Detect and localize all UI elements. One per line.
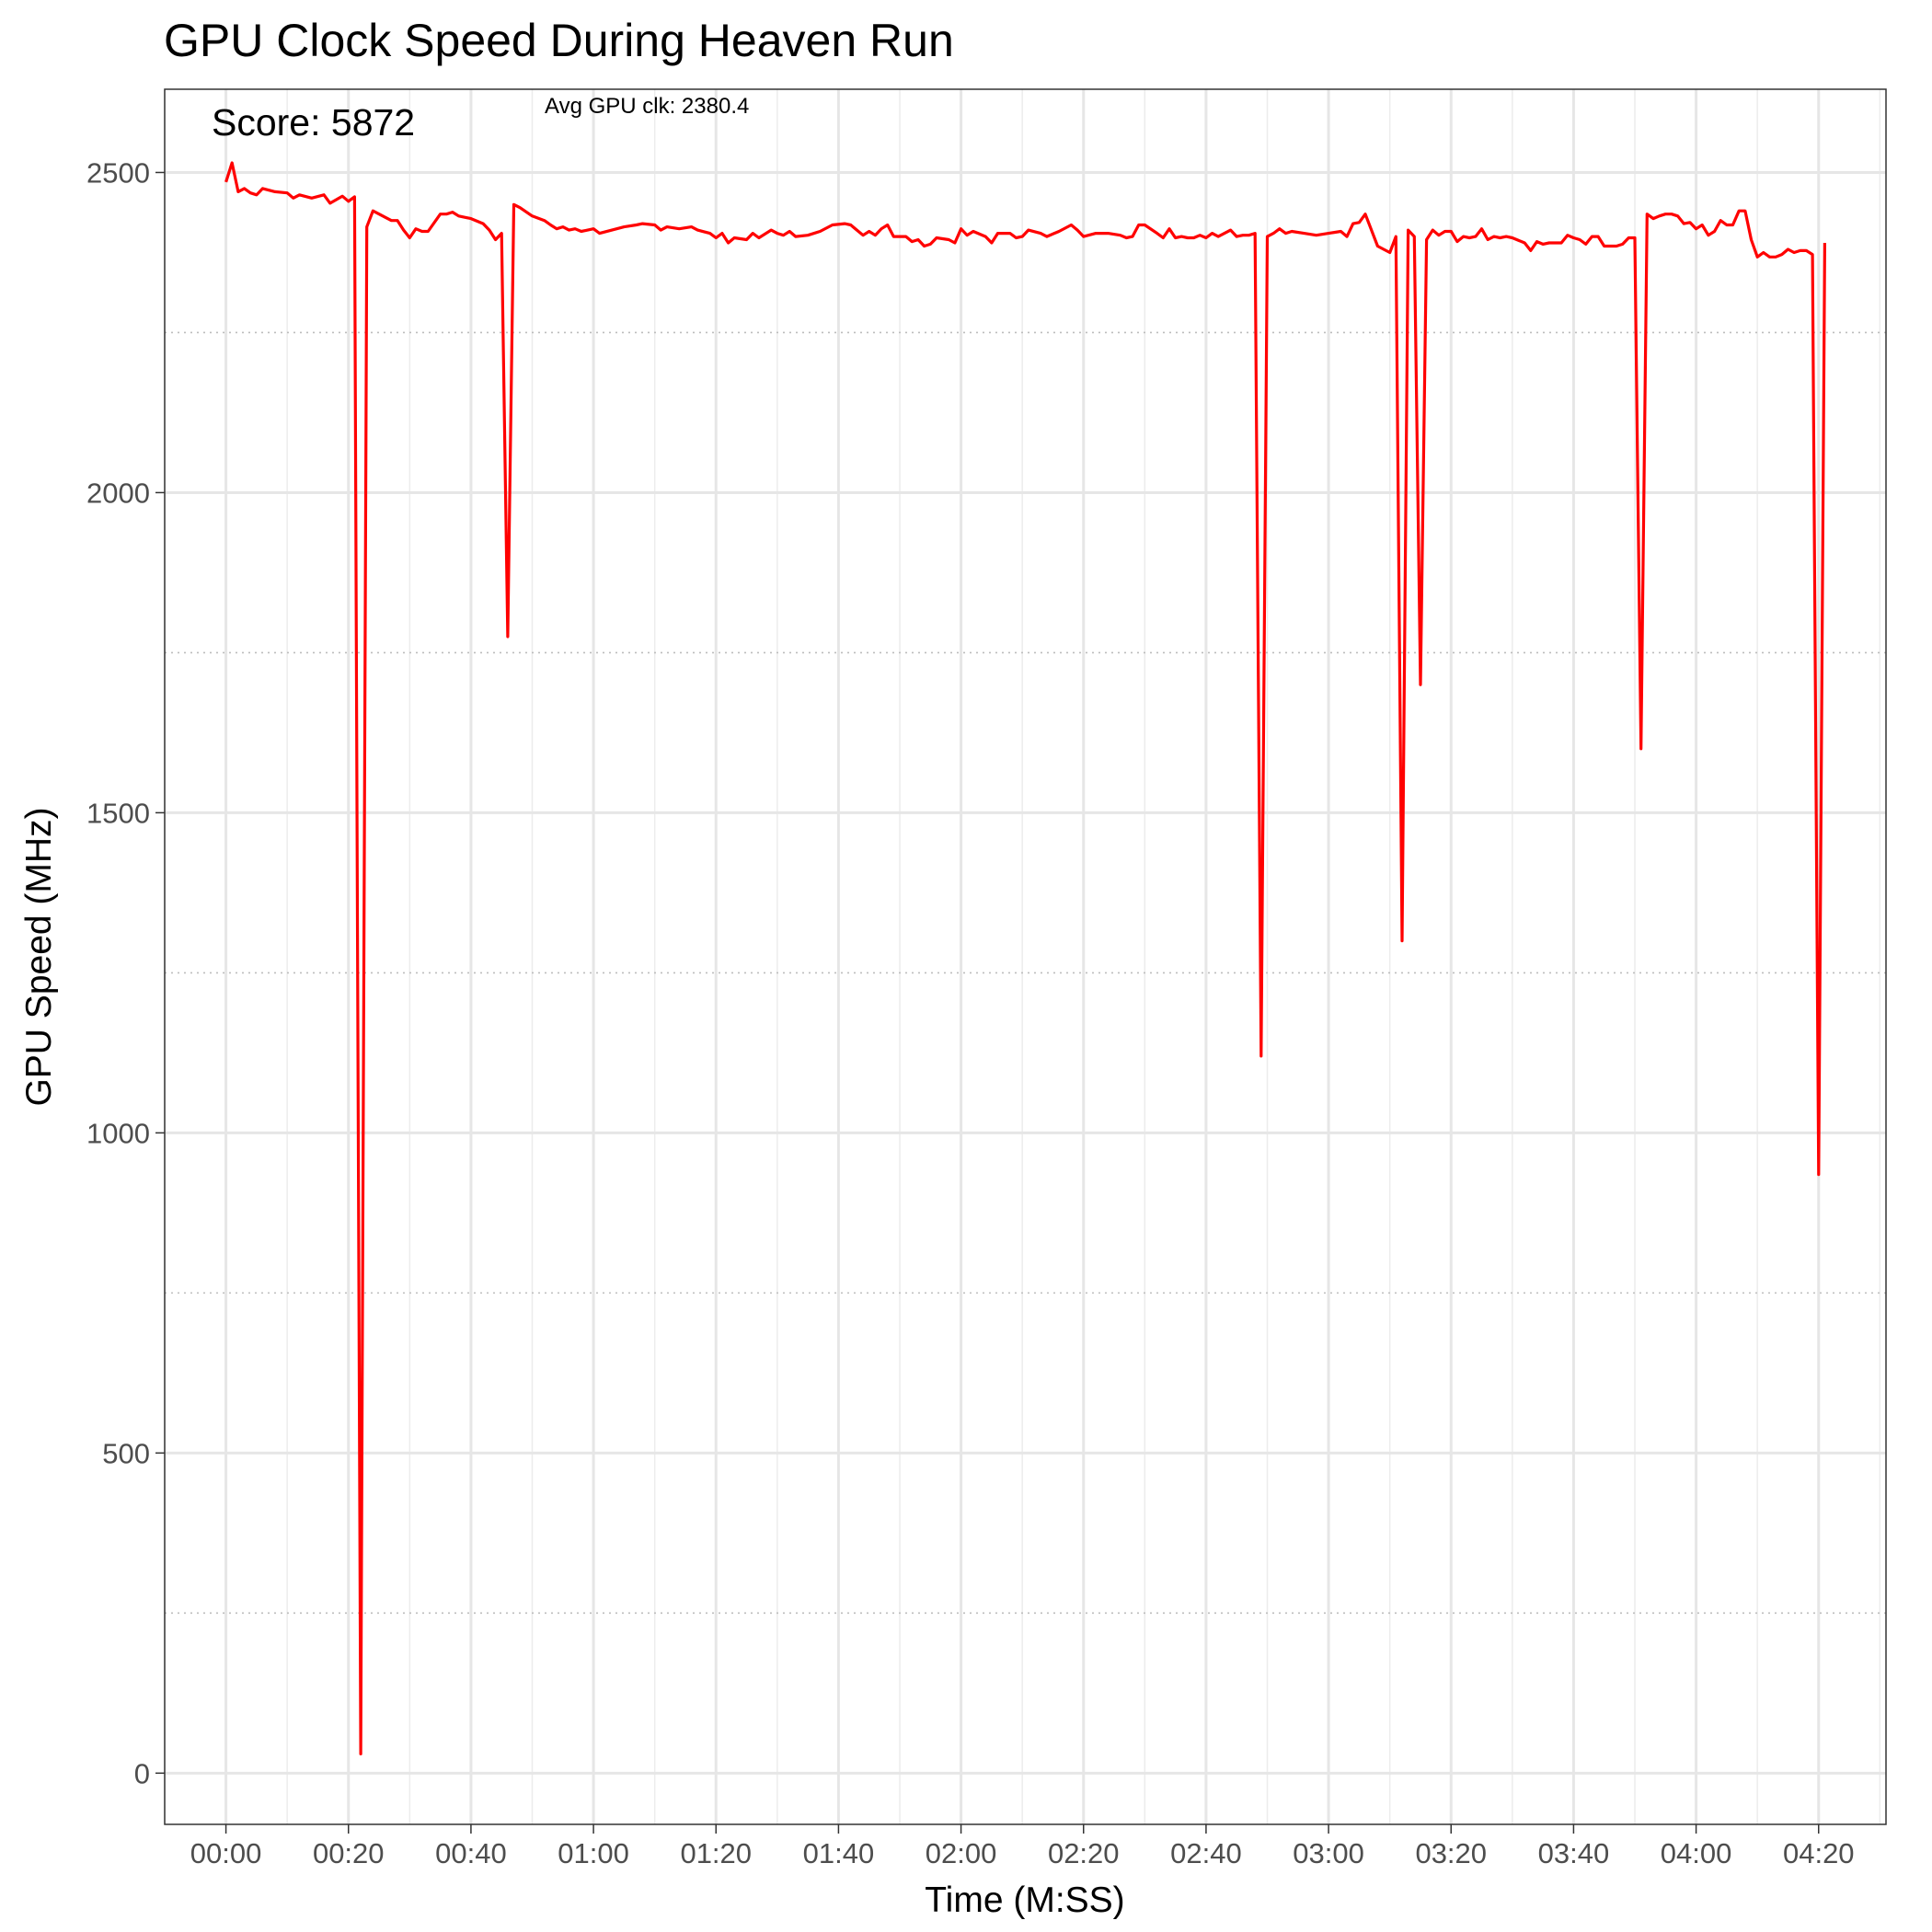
- x-tick-label: 01:20: [680, 1837, 752, 1869]
- grid-major-horizontal: [165, 170, 1886, 1775]
- plot-background: [165, 89, 1886, 1824]
- x-tick-label: 01:40: [803, 1837, 875, 1869]
- score-annotation: Score: 5872: [212, 101, 415, 144]
- x-axis-title: Time (M:SS): [925, 1880, 1124, 1920]
- y-tick-label: 2000: [86, 477, 150, 509]
- x-tick-label: 04:20: [1783, 1837, 1855, 1869]
- y-tick-label: 0: [134, 1757, 150, 1789]
- x-tick-label: 02:40: [1170, 1837, 1242, 1869]
- x-tick-label: 01:00: [558, 1837, 629, 1869]
- series-line: [224, 161, 1826, 1756]
- avg-gpu-annotation: Avg GPU clk: 2380.4: [545, 94, 749, 119]
- y-tick-label: 1000: [86, 1117, 150, 1149]
- y-tick-label: 500: [102, 1437, 150, 1469]
- x-tick-label: 04:00: [1661, 1837, 1732, 1869]
- grid-minor-vertical: [164, 89, 1881, 1824]
- x-tick-label: 03:40: [1538, 1837, 1610, 1869]
- x-tick-label: 00:20: [313, 1837, 385, 1869]
- y-tick-label: 1500: [86, 797, 150, 829]
- x-tick-label: 03:00: [1293, 1837, 1364, 1869]
- x-tick-label: 02:20: [1048, 1837, 1120, 1869]
- plot-panel: Score: 5872 Avg GPU clk: 2380.4: [164, 88, 1887, 1825]
- y-axis-title: GPU Speed (MHz): [19, 807, 59, 1106]
- plot-border: [164, 88, 1887, 1825]
- y-tick-label: 2500: [86, 156, 150, 189]
- grid-major-vertical: [224, 89, 1821, 1824]
- x-tick-label: 02:00: [926, 1837, 997, 1869]
- x-tick-label: 00:40: [435, 1837, 507, 1869]
- x-tick-label: 00:00: [190, 1837, 262, 1869]
- y-axis: 0 500 1000 1500 2000 2500: [86, 156, 165, 1789]
- chart-title: GPU Clock Speed During Heaven Run: [164, 15, 954, 66]
- x-axis: 00:00 00:20 00:40 01:00 01:20 01:40 02:00 02:20…: [190, 1824, 1855, 1869]
- x-tick-label: 03:20: [1415, 1837, 1487, 1869]
